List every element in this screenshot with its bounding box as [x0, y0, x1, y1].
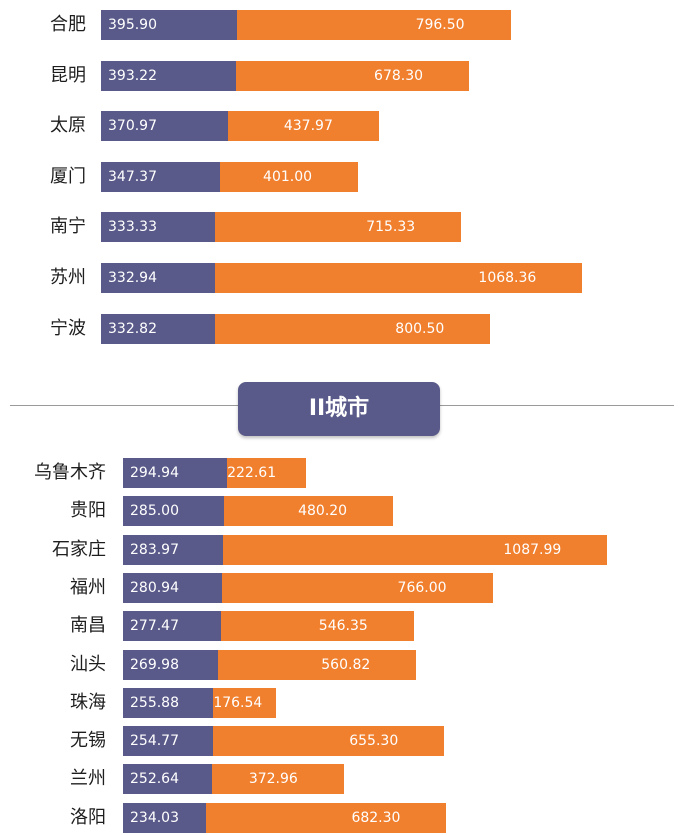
bar-segment-a: 332.94: [101, 263, 216, 293]
bar-segment-b: 480.20: [223, 496, 394, 527]
bar-segment-b: 222.61: [227, 458, 306, 488]
bar-segment-a: 294.94: [123, 458, 228, 488]
bar-segment-a: 370.97: [101, 111, 229, 142]
bar-segment-a: 254.77: [123, 726, 213, 757]
bar-segment-b: 176.54: [213, 687, 276, 718]
category-label: 南昌: [70, 615, 106, 637]
section-divider-left: [10, 405, 238, 406]
bar-row: 珠海 255.88 176.54: [0, 687, 683, 718]
bar-segment-b: 796.50: [236, 10, 511, 40]
bar-row: 南昌 277.47 546.35: [0, 611, 683, 642]
bar-segment-a: 333.33: [101, 212, 216, 243]
category-label: 南宁: [50, 216, 86, 238]
bar-segment-a: 269.98: [123, 649, 219, 680]
bar-row: 乌鲁木齐 294.94 222.61: [0, 458, 683, 488]
bar-row: 南宁 333.33 715.33: [0, 212, 683, 243]
bar-row: 洛阳 234.03 682.30: [0, 802, 683, 833]
category-label: 乌鲁木齐: [34, 462, 106, 483]
bar-row: 汕头 269.98 560.82: [0, 649, 683, 680]
bar-segment-b: 401.00: [220, 161, 359, 192]
bar-segment-a: 393.22: [101, 60, 237, 91]
bar-segment-b: 682.30: [205, 802, 447, 833]
category-label: 合肥: [50, 14, 86, 35]
bar-row: 福州 280.94 766.00: [0, 572, 683, 603]
bar-segment-b: 546.35: [220, 611, 414, 642]
category-label: 洛阳: [70, 806, 106, 828]
bar-segment-a: 347.37: [101, 161, 221, 192]
bar-segment-a: 285.00: [123, 496, 224, 527]
bar-segment-b: 1068.36: [215, 263, 583, 293]
category-label: 太原: [50, 115, 86, 137]
bar-segment-b: 715.33: [215, 212, 462, 243]
bar-segment-a: 252.64: [123, 764, 213, 795]
bar-segment-a: 277.47: [123, 611, 221, 642]
category-label: 兰州: [70, 768, 106, 790]
category-label: 贵阳: [70, 500, 106, 522]
bar-row: 兰州 252.64 372.96: [0, 764, 683, 795]
category-label: 苏州: [50, 267, 86, 288]
bar-row: 贵阳 285.00 480.20: [0, 496, 683, 527]
bar-segment-a: 332.82: [101, 313, 216, 344]
bar-segment-a: 395.90: [101, 10, 237, 40]
bar-row: 合肥 395.90 796.50: [0, 10, 683, 40]
bar-segment-a: 234.03: [123, 802, 206, 833]
category-label: 汕头: [70, 653, 106, 675]
bar-row: 宁波 332.82 800.50: [0, 313, 683, 344]
bar-segment-a: 280.94: [123, 572, 223, 603]
bar-row: 厦门 347.37 401.00: [0, 161, 683, 192]
category-label: 宁波: [50, 317, 86, 339]
bar-segment-b: 766.00: [222, 572, 493, 603]
bar-segment-b: 655.30: [212, 726, 445, 757]
bar-segment-a: 283.97: [123, 534, 224, 565]
bar-segment-b: 372.96: [212, 764, 344, 795]
category-label: 无锡: [70, 730, 106, 752]
bar-segment-a: 255.88: [123, 687, 214, 718]
category-label: 昆明: [50, 64, 86, 86]
category-label: 福州: [70, 576, 106, 598]
bar-segment-b: 1087.99: [223, 534, 608, 565]
bar-segment-b: 560.82: [218, 649, 417, 680]
tier-badge: II城市: [238, 382, 440, 436]
category-label: 石家庄: [52, 538, 106, 560]
category-label: 珠海: [70, 691, 106, 713]
bar-row: 苏州 332.94 1068.36: [0, 263, 683, 293]
bar-segment-b: 678.30: [236, 60, 470, 91]
category-label: 厦门: [50, 165, 86, 187]
bar-segment-b: 437.97: [228, 111, 379, 142]
bar-row: 太原 370.97 437.97: [0, 111, 683, 142]
bar-row: 石家庄 283.97 1087.99: [0, 534, 683, 565]
bar-row: 无锡 254.77 655.30: [0, 726, 683, 757]
bar-segment-b: 800.50: [215, 313, 491, 344]
section-divider-right: [440, 405, 674, 406]
bar-row: 昆明 393.22 678.30: [0, 60, 683, 91]
